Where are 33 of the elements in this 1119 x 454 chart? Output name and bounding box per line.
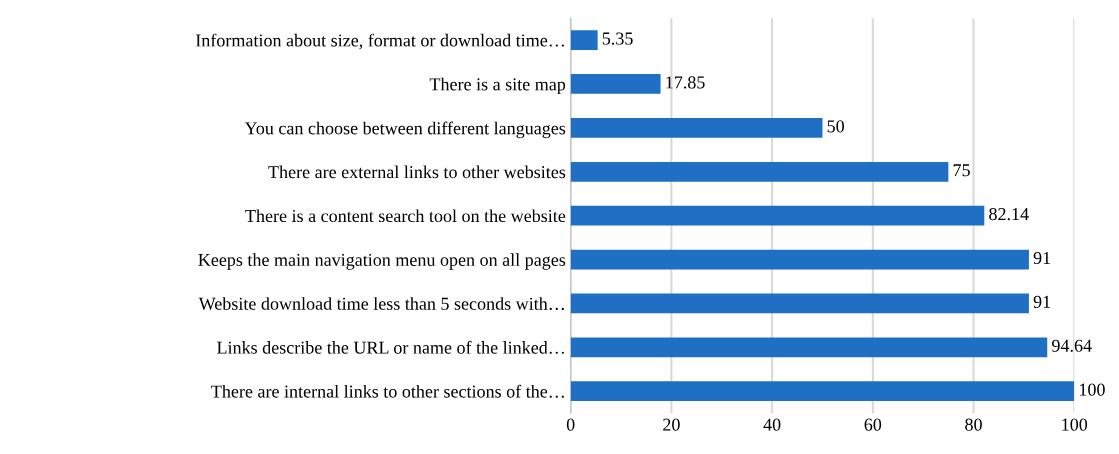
bar [570,293,1029,314]
x-tick-label: 40 [763,418,781,431]
bar [570,205,985,226]
x-tick-label: 80 [965,418,982,431]
data-label: 5.35 [602,32,633,45]
y-tick-label: You can choose between different languages [244,121,566,139]
bar [570,161,949,182]
y-tick-label: Keeps the main navigation menu open on all pages [198,253,566,270]
data-label: 94.64 [1052,339,1092,352]
y-tick-label: There are internal links to other sections of the… [211,384,564,398]
bar [570,74,661,94]
bar [570,118,823,138]
x-tick-label: 100 [1062,418,1088,431]
bar [570,30,598,50]
x-tick-label: 60 [864,418,882,431]
data-label: 82.14 [989,207,1029,221]
data-label: 50 [827,120,844,133]
bar [570,249,1029,270]
y-tick-label: There are external links to other websites [268,165,566,179]
y-tick-label: There is a site map [429,77,566,95]
y-tick-label: Website download time less than 5 seconds with… [198,297,564,310]
y-tick-label: There is a content search tool on the website [245,209,566,223]
bar [570,337,1048,358]
y-tick-label: Information about size, format or download time… [195,33,564,50]
x-tick-label: 20 [663,418,680,431]
y-tick-label: Links describe the URL or name of the linked… [217,340,564,354]
data-label: 100 [1079,383,1105,396]
bar [570,381,1075,402]
data-label: 17.85 [666,76,705,89]
data-label: 75 [953,164,970,177]
data-label: 91 [1033,251,1051,265]
x-tick-label: 0 [566,418,575,431]
data-label: 91 [1033,295,1051,308]
